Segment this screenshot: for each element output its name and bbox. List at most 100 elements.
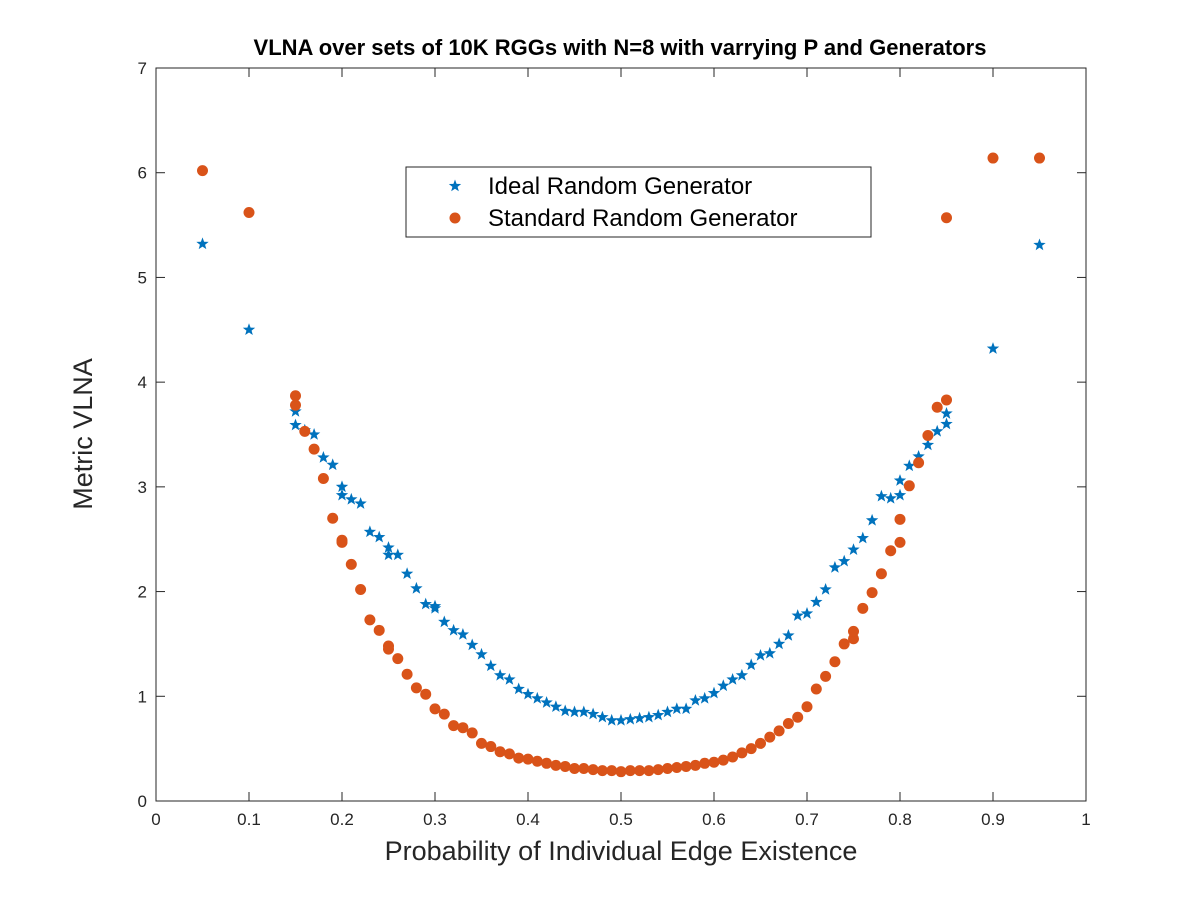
data-point <box>512 682 525 695</box>
data-point <box>614 713 628 726</box>
data-point <box>745 743 757 755</box>
data-point <box>624 712 637 725</box>
data-point <box>875 568 887 580</box>
data-point <box>243 207 255 219</box>
data-point <box>559 760 571 772</box>
data-point <box>419 597 432 610</box>
data-point <box>476 737 487 749</box>
data-point <box>569 763 580 775</box>
data-point <box>819 582 832 595</box>
data-point <box>764 731 776 743</box>
data-point <box>745 658 758 671</box>
data-point <box>941 212 952 224</box>
data-point <box>596 765 608 777</box>
data-point <box>615 766 627 778</box>
data-point <box>363 525 377 538</box>
data-point <box>484 659 497 672</box>
data-point <box>941 394 952 406</box>
series-layer <box>196 152 1046 778</box>
data-point <box>494 746 506 758</box>
data-point <box>197 165 208 177</box>
data-point <box>884 491 897 504</box>
y-tick-label: 2 <box>138 583 147 602</box>
data-point <box>792 711 804 723</box>
data-point <box>541 757 553 769</box>
y-tick-label: 7 <box>138 59 147 78</box>
data-point <box>307 428 321 440</box>
data-point <box>531 755 543 767</box>
data-point <box>754 648 767 661</box>
data-point <box>903 480 915 492</box>
data-point <box>652 708 665 721</box>
data-point <box>931 424 944 437</box>
data-point <box>521 687 535 700</box>
data-point <box>680 760 692 772</box>
data-point <box>289 404 302 417</box>
data-point <box>336 536 348 548</box>
data-point <box>540 696 553 708</box>
data-point <box>493 668 507 681</box>
x-tick-label: 0.5 <box>609 810 633 829</box>
data-point <box>865 513 879 526</box>
data-point <box>699 757 711 769</box>
data-point <box>522 753 534 765</box>
x-tick-label: 0.3 <box>423 810 447 829</box>
x-tick-label: 0.6 <box>702 810 726 829</box>
data-point <box>345 558 357 570</box>
data-point <box>829 656 841 668</box>
data-point <box>624 765 636 777</box>
data-point <box>382 541 395 553</box>
data-point <box>577 705 590 718</box>
data-point <box>466 727 478 739</box>
data-point <box>820 670 832 682</box>
data-point <box>448 720 460 732</box>
data-point <box>643 765 655 777</box>
data-point <box>400 567 414 580</box>
data-point <box>364 614 376 626</box>
data-point <box>931 401 943 413</box>
data-point <box>922 430 934 442</box>
x-tick-label: 0.7 <box>795 810 819 829</box>
data-point <box>290 399 301 411</box>
data-point <box>838 638 850 650</box>
data-point <box>894 536 906 548</box>
data-point <box>485 741 497 753</box>
y-tick-label: 1 <box>138 687 147 706</box>
legend: Ideal Random Generator Standard Random G… <box>405 166 872 238</box>
data-point <box>475 647 488 660</box>
data-point <box>401 668 413 680</box>
data-point <box>447 623 460 636</box>
data-point <box>503 673 516 685</box>
data-point <box>773 725 785 737</box>
data-point <box>755 737 766 749</box>
data-point <box>912 449 925 462</box>
data-point <box>866 587 878 599</box>
data-point <box>717 754 729 766</box>
data-point <box>670 702 683 715</box>
x-tick-label: 0.9 <box>981 810 1005 829</box>
data-point <box>606 765 618 777</box>
data-point <box>707 686 721 699</box>
data-point <box>885 545 897 557</box>
y-axis-label: Metric VLNA <box>68 358 98 510</box>
data-point <box>410 581 423 594</box>
data-point <box>410 682 422 694</box>
y-tick-label: 0 <box>138 792 147 811</box>
data-point <box>196 237 209 250</box>
x-axis-ticks: 0 0.1 0.2 0.3 0.4 0.5 0.6 0.7 0.8 0.9 1 <box>151 68 1091 829</box>
series-standard <box>197 152 1045 778</box>
data-point <box>355 583 367 595</box>
data-point <box>689 693 702 706</box>
data-point <box>736 747 748 759</box>
data-point <box>1034 152 1045 164</box>
data-point <box>335 480 349 493</box>
data-point <box>382 548 395 561</box>
data-point <box>652 764 664 776</box>
legend-circle-glyph <box>449 212 461 224</box>
data-point <box>903 459 916 472</box>
data-point <box>893 488 907 501</box>
data-point <box>549 700 563 713</box>
data-point <box>438 708 450 720</box>
data-point <box>289 418 302 431</box>
series-ideal <box>196 237 1046 726</box>
